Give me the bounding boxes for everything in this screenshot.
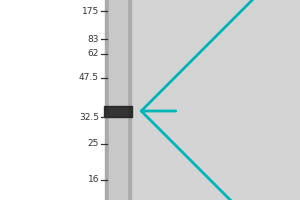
- Bar: [103, 106, 132, 116]
- Text: 83: 83: [88, 34, 99, 44]
- Text: 62: 62: [88, 49, 99, 58]
- Bar: [0, 0, 105, 200]
- Bar: [105, 0, 130, 200]
- Text: 32.5: 32.5: [79, 112, 99, 121]
- Text: 47.5: 47.5: [79, 73, 99, 82]
- Text: 16: 16: [88, 176, 99, 184]
- Text: 25: 25: [88, 140, 99, 148]
- Bar: [109, 0, 127, 200]
- Text: 175: 175: [82, 6, 99, 16]
